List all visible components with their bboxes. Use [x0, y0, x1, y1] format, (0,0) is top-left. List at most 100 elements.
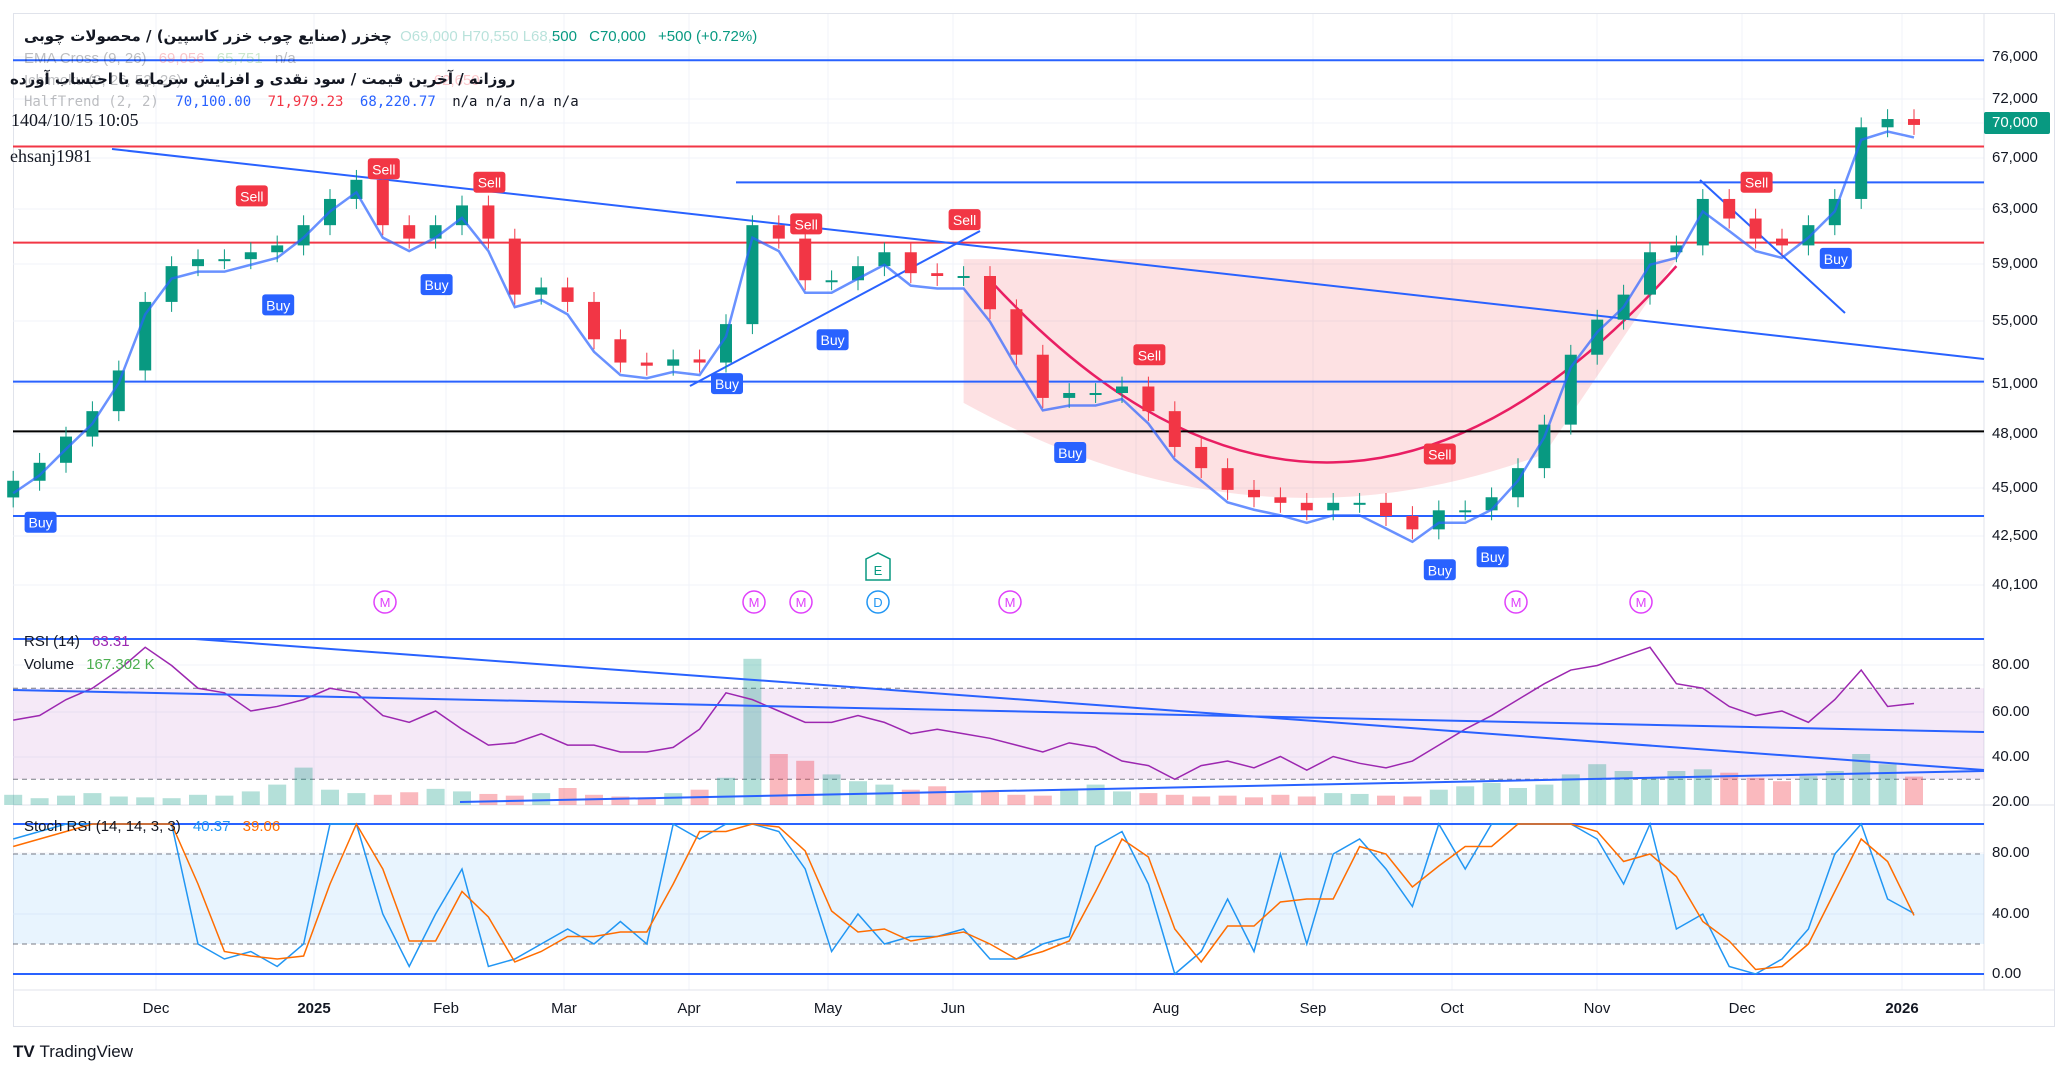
ema-v2: 65,751	[216, 50, 263, 67]
candle	[1195, 437, 1208, 479]
volume-bar	[1588, 764, 1607, 805]
candle	[403, 215, 416, 249]
signal-label: Sell	[478, 175, 501, 191]
candle	[1274, 487, 1287, 513]
last-price-label: 70,000	[1984, 112, 2050, 134]
volume-bar	[30, 798, 49, 805]
signal-label: Sell	[1745, 175, 1768, 191]
time-tick: Nov	[1583, 1000, 1611, 1017]
tradingview-logo[interactable]: TV TradingView	[13, 1042, 133, 1062]
candle-body	[614, 339, 627, 363]
candle-body	[984, 275, 996, 310]
time-tick: Sep	[1299, 1000, 1327, 1017]
signal-box	[1423, 559, 1456, 581]
candle	[772, 215, 785, 249]
volume-value: 167.302 K	[86, 656, 155, 673]
marker-letter: D	[873, 595, 882, 610]
candle	[984, 266, 996, 320]
symbol-legend: چخزر (صنایع چوب خزر کاسپین) / محصولات چو…	[24, 27, 765, 45]
candle-body	[931, 273, 944, 276]
volume-bar	[321, 789, 339, 805]
candle	[640, 352, 653, 376]
earnings-marker: M	[789, 590, 813, 614]
marker-letter: M	[1005, 595, 1016, 610]
signal-box	[948, 209, 981, 231]
rsi-band	[13, 688, 1984, 780]
signal-box	[24, 511, 57, 533]
marker-circle	[1629, 590, 1653, 614]
rsi-legend[interactable]: RSI (14) 63.31	[24, 633, 138, 650]
author-name: ehsanj1981	[10, 146, 92, 166]
candle-body	[1908, 119, 1920, 125]
halftrend-legend[interactable]: HalfTrend (2, 2) 70,100.00 71,979.23 68,…	[24, 94, 587, 110]
datetime-stamp: 1404/10/15 10:05	[11, 110, 139, 130]
signal-label: Buy	[1824, 251, 1848, 267]
volume-bar	[1799, 776, 1818, 805]
ichimoku-legend[interactable]: Ichimoku (9, 26, 52, 26) 62,650	[24, 72, 488, 89]
marker-letter: M	[749, 595, 760, 610]
candle-body	[1749, 218, 1762, 239]
volume-bar	[1825, 771, 1844, 805]
candle	[614, 329, 627, 373]
rsi-trend-line	[459, 770, 1985, 803]
volume-bar	[57, 795, 75, 805]
signal-label: Sell	[1428, 446, 1451, 462]
price-tick: 51,000	[1992, 375, 2038, 392]
volume-bar	[1773, 781, 1791, 805]
candle	[165, 256, 178, 312]
signal-box	[473, 171, 506, 193]
signal-label: Buy	[1428, 562, 1452, 578]
candle	[1802, 215, 1815, 256]
candle	[931, 263, 944, 286]
marker-letter: M	[380, 595, 391, 610]
volume-bar	[532, 793, 551, 805]
time-tick: Apr	[677, 1000, 701, 1017]
volume-bar	[189, 794, 207, 805]
marker-circle	[789, 590, 813, 614]
volume-bar	[1350, 793, 1369, 805]
buy-signal: Buy	[1476, 546, 1509, 568]
signal-box	[420, 274, 453, 296]
candle	[1380, 492, 1392, 526]
candle	[1459, 500, 1472, 521]
buy-signal: Buy	[262, 294, 295, 316]
candle-body	[561, 287, 574, 302]
volume-bar	[400, 792, 419, 805]
candle-body	[588, 301, 600, 340]
candle-body	[1221, 468, 1234, 490]
branding-text: TradingView	[39, 1042, 134, 1061]
candle-body	[244, 252, 257, 260]
volume-legend[interactable]: Volume 167.302 K	[24, 656, 163, 673]
candle-body	[192, 259, 204, 267]
marker-letter: M	[1511, 595, 1522, 610]
stoch-legend[interactable]: Stoch RSI (14, 14, 3, 3) 40.37 39.06	[24, 818, 288, 835]
close-value: C70,000	[589, 28, 646, 45]
marker-letter: M	[796, 595, 807, 610]
volume-bar	[611, 796, 630, 805]
ema-cross-legend[interactable]: EMA Cross (9, 26) 69,056 65,751 n/a	[24, 50, 304, 67]
volume-bar	[347, 793, 366, 805]
candle-body	[1406, 515, 1419, 530]
signal-box	[1133, 344, 1166, 366]
ohl-values: O69,000 H70,550 L68,	[400, 28, 552, 45]
candle-body	[1116, 386, 1128, 394]
signal-box	[711, 373, 743, 395]
candle-body	[957, 275, 970, 278]
volume-bar	[769, 754, 788, 805]
candle-body	[1168, 411, 1181, 447]
volume-bar	[1192, 796, 1211, 805]
rsi-tick: 60.00	[1992, 703, 2030, 720]
candle	[720, 314, 732, 373]
stoch-tick: 0.00	[1992, 965, 2022, 982]
candle	[1723, 189, 1736, 229]
halftrend-line	[12, 130, 1915, 544]
signal-label: Buy	[821, 332, 845, 348]
earnings-marker: M	[373, 590, 397, 614]
candle	[482, 195, 495, 249]
candle-body	[640, 362, 653, 366]
rsi-value: 63.31	[92, 633, 130, 650]
signal-box	[1819, 247, 1852, 269]
candle	[1855, 117, 1868, 209]
candle-body	[376, 179, 389, 226]
